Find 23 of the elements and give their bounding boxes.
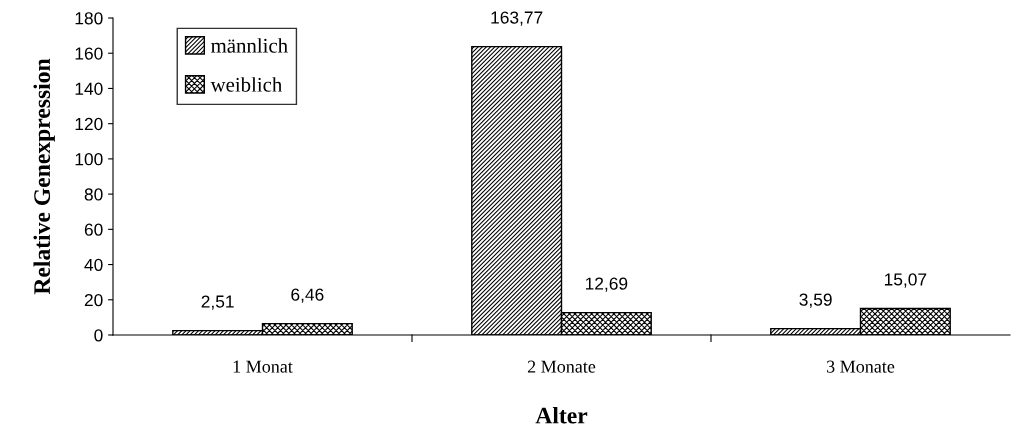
- y-tick-label: 100: [75, 153, 103, 166]
- x-tick-label: 2 Monate: [527, 360, 596, 373]
- data-label: 15,07: [884, 273, 927, 288]
- x-axis-title: Alter: [535, 406, 588, 424]
- data-label: 2,51: [201, 295, 234, 310]
- y-axis-title: Relative Genexpression: [33, 58, 55, 295]
- y-tick-label: 180: [75, 12, 103, 25]
- x-tick-label: 3 Monate: [827, 360, 895, 373]
- data-label: 163,77: [491, 11, 543, 26]
- y-tick-label: 20: [84, 293, 103, 307]
- y-tick-label: 160: [75, 47, 103, 60]
- y-tick-label: 0: [94, 329, 103, 342]
- legend-label: weiblich: [210, 77, 283, 92]
- data-label: 12,69: [585, 277, 628, 292]
- x-tick-label: 1 Monat: [233, 360, 293, 373]
- data-label: 3,59: [799, 293, 832, 308]
- y-tick-label: 40: [84, 258, 103, 272]
- y-tick-label: 140: [75, 82, 103, 95]
- data-label: 6,46: [291, 288, 324, 303]
- y-tick-label: 60: [84, 223, 103, 236]
- y-tick-label: 80: [84, 188, 103, 201]
- y-tick-label: 120: [75, 117, 103, 131]
- legend-label: männlich: [211, 38, 288, 53]
